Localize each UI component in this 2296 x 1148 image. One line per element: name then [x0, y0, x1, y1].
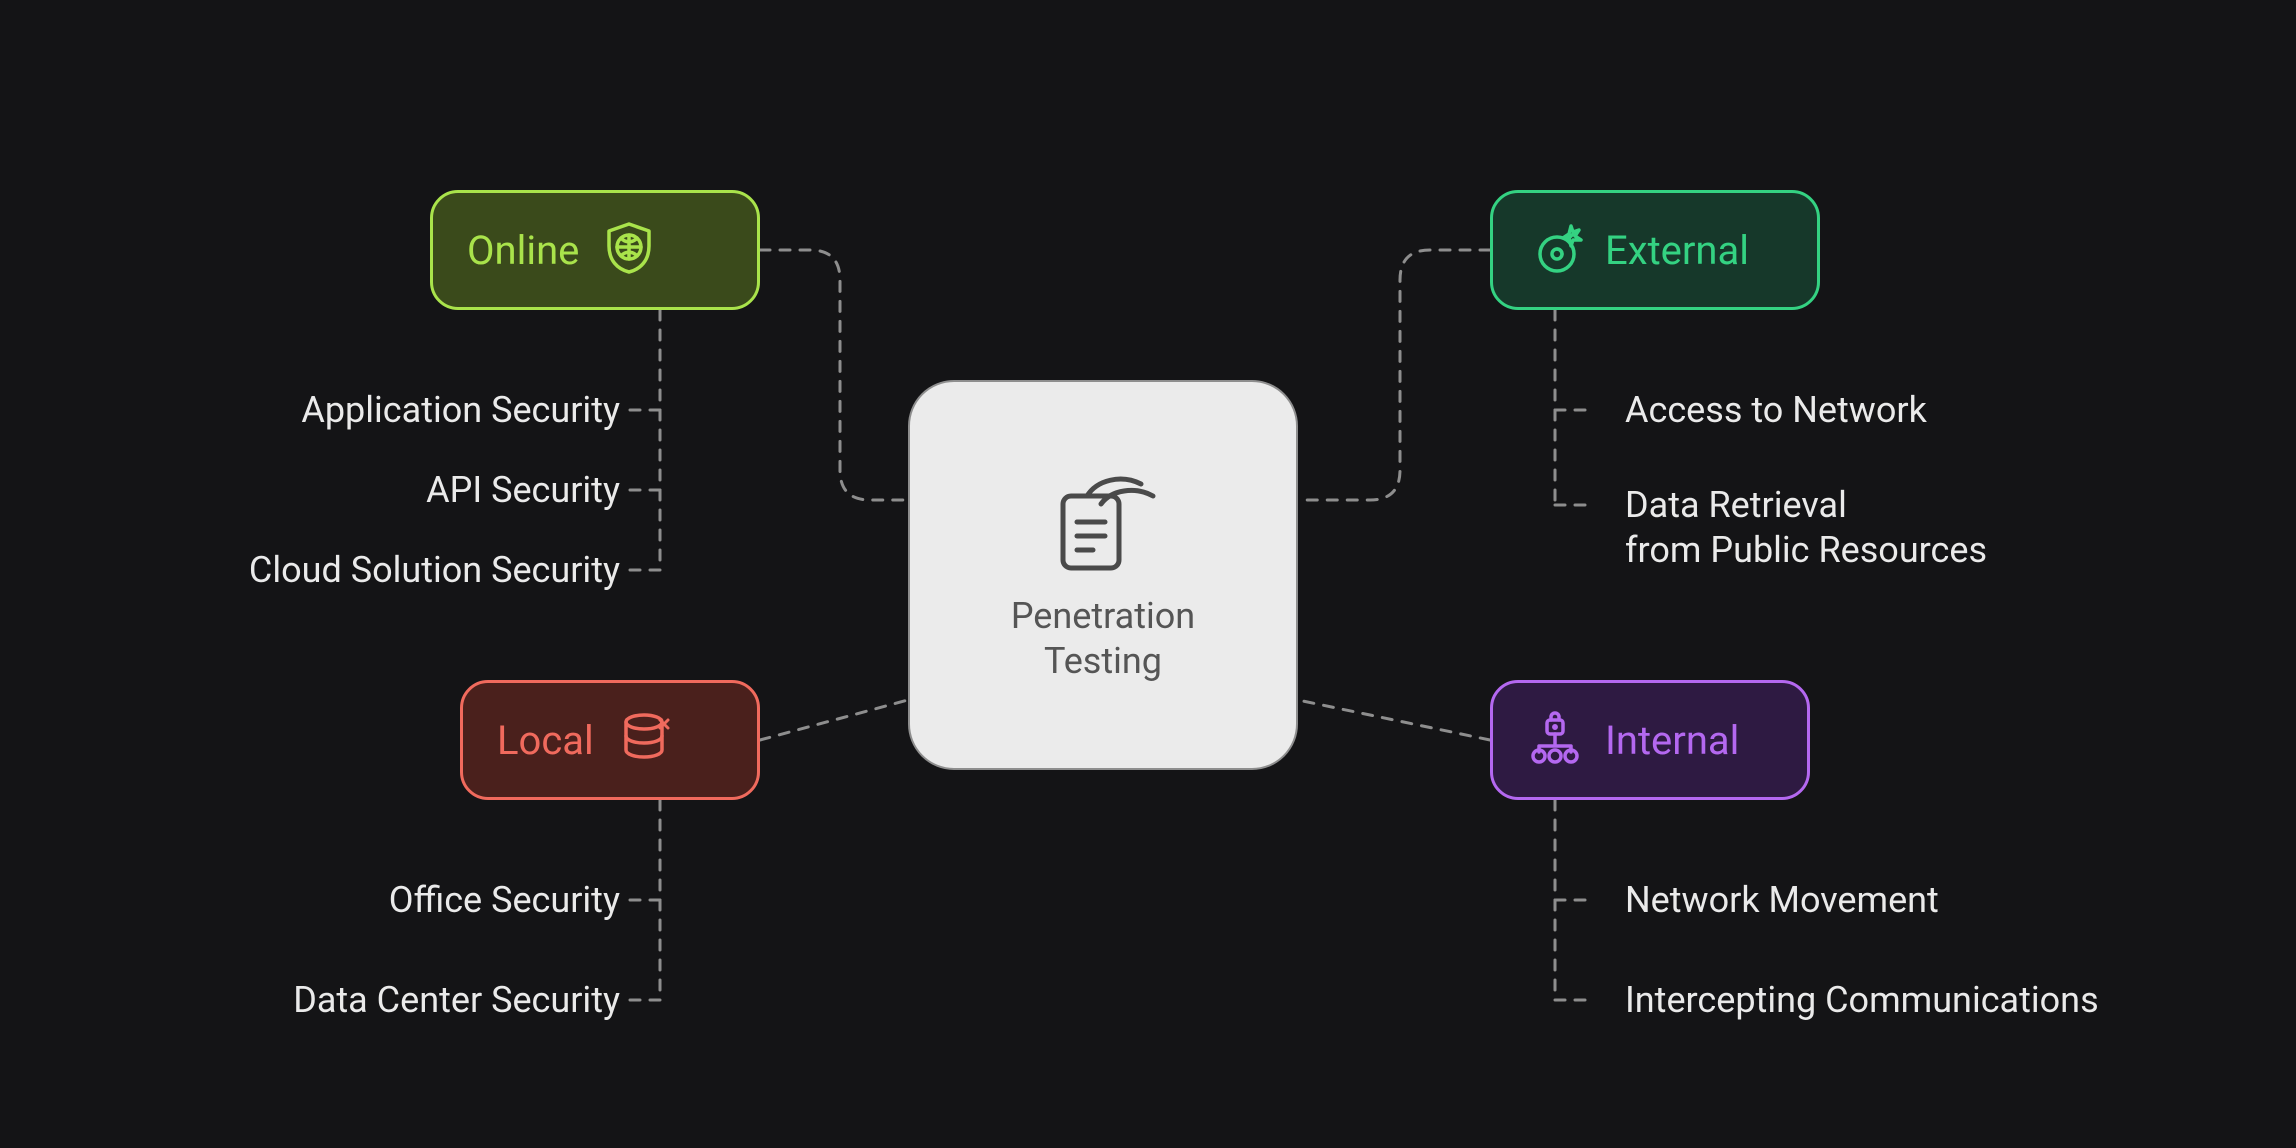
online-item: Cloud Solution Security: [249, 548, 620, 593]
online-item: API Security: [426, 468, 620, 513]
center-node: PenetrationTesting: [908, 380, 1298, 770]
internal-item: Intercepting Communications: [1625, 978, 2099, 1023]
external-label: External: [1605, 227, 1749, 274]
local-item: Office Security: [389, 878, 620, 923]
internal-category-box: Internal: [1490, 680, 1810, 800]
local-item: Data Center Security: [293, 978, 620, 1023]
local-category-box: Local: [460, 680, 760, 800]
local-label: Local: [497, 717, 594, 764]
internal-label: Internal: [1605, 717, 1739, 764]
external-item: Data Retrievalfrom Public Resources: [1625, 483, 1987, 573]
database-icon: [616, 710, 672, 770]
bomb-icon: [1527, 220, 1583, 280]
external-category-box: External: [1490, 190, 1820, 310]
online-label: Online: [467, 227, 579, 274]
globe-shield-icon: [601, 220, 657, 280]
network-lock-icon: [1527, 710, 1583, 770]
center-label: PenetrationTesting: [1011, 594, 1195, 684]
online-item: Application Security: [301, 388, 620, 433]
diagram-stage: PenetrationTesting Online Application Se…: [0, 0, 2296, 1148]
internal-item: Network Movement: [1625, 878, 1939, 923]
hand-document-icon: [1043, 466, 1163, 576]
external-item: Access to Network: [1625, 388, 1927, 433]
online-category-box: Online: [430, 190, 760, 310]
